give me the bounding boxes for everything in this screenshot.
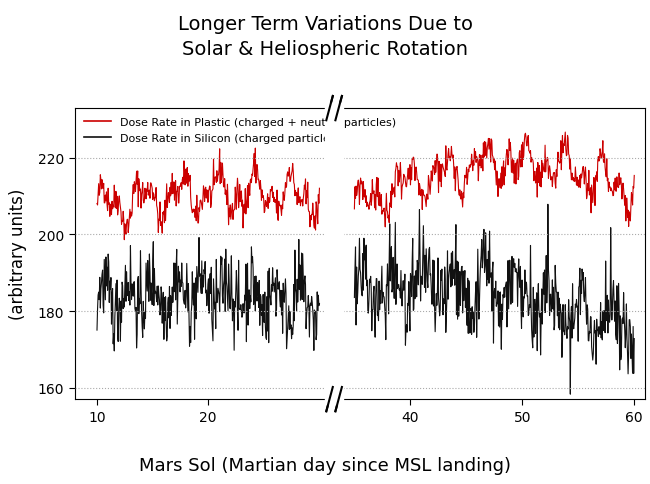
Text: Mars Sol (Martian day since MSL landing): Mars Sol (Martian day since MSL landing)	[139, 456, 511, 474]
Text: Longer Term Variations Due to
Solar & Heliospheric Rotation: Longer Term Variations Due to Solar & He…	[177, 15, 473, 59]
Y-axis label: Radiation Dose rate
(arbitrary units): Radiation Dose rate (arbitrary units)	[0, 172, 27, 336]
Legend: Dose Rate in Plastic (charged + neutral particles), Dose Rate in Silicon (charge: Dose Rate in Plastic (charged + neutral …	[81, 114, 400, 147]
